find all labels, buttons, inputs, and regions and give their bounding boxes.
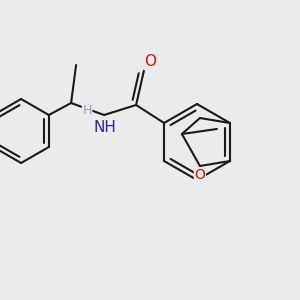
Text: H: H (82, 104, 92, 118)
Text: O: O (144, 55, 156, 70)
Text: NH: NH (94, 121, 116, 136)
Text: O: O (194, 168, 205, 182)
